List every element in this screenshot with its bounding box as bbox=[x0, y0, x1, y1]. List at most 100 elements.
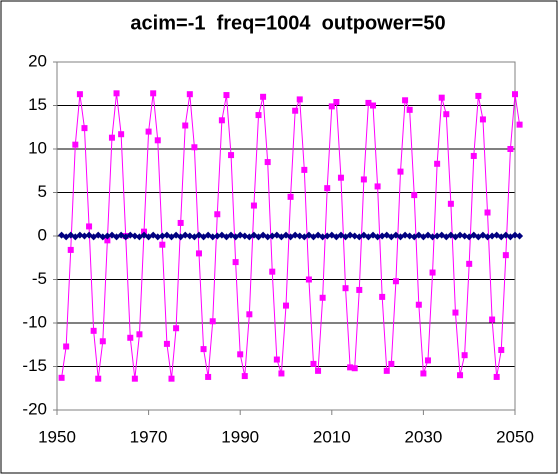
marker bbox=[493, 373, 500, 380]
marker bbox=[131, 232, 139, 240]
marker bbox=[291, 231, 299, 239]
y-tick-label: -10 bbox=[22, 312, 47, 331]
marker bbox=[260, 93, 267, 100]
marker bbox=[241, 232, 249, 240]
marker bbox=[191, 144, 198, 151]
marker bbox=[200, 346, 207, 353]
marker bbox=[447, 200, 454, 207]
marker bbox=[429, 269, 436, 276]
x-tick-label: 2010 bbox=[313, 427, 351, 446]
marker bbox=[342, 285, 349, 292]
marker bbox=[401, 231, 409, 239]
marker bbox=[67, 246, 74, 253]
marker bbox=[351, 365, 358, 372]
marker bbox=[278, 370, 285, 377]
x-tick-label: 2050 bbox=[496, 427, 534, 446]
marker bbox=[292, 107, 299, 114]
marker bbox=[475, 92, 482, 99]
marker bbox=[507, 146, 514, 152]
marker bbox=[186, 232, 194, 240]
marker bbox=[90, 327, 97, 334]
marker bbox=[328, 103, 335, 110]
marker bbox=[104, 237, 111, 244]
marker bbox=[488, 232, 496, 240]
marker bbox=[315, 367, 322, 374]
marker bbox=[301, 166, 308, 173]
marker bbox=[145, 128, 152, 135]
marker bbox=[296, 232, 304, 240]
marker bbox=[118, 131, 125, 138]
marker bbox=[456, 231, 464, 239]
marker bbox=[264, 159, 271, 166]
marker bbox=[360, 176, 367, 183]
marker bbox=[351, 232, 359, 240]
marker bbox=[392, 278, 399, 285]
marker bbox=[213, 232, 221, 240]
y-tick-label: 0 bbox=[38, 225, 47, 244]
marker bbox=[95, 375, 102, 382]
marker bbox=[283, 302, 289, 309]
marker bbox=[273, 356, 280, 363]
marker bbox=[406, 232, 414, 240]
marker bbox=[457, 372, 464, 379]
marker bbox=[232, 259, 239, 266]
marker bbox=[205, 373, 212, 380]
marker bbox=[443, 111, 450, 118]
marker bbox=[228, 152, 235, 159]
marker bbox=[452, 309, 459, 316]
y-tick-label: 15 bbox=[28, 95, 47, 114]
marker bbox=[72, 141, 79, 148]
marker bbox=[246, 311, 253, 318]
marker bbox=[511, 231, 519, 239]
marker bbox=[269, 268, 276, 275]
marker bbox=[479, 116, 486, 123]
marker bbox=[168, 375, 175, 382]
marker bbox=[333, 99, 340, 106]
marker bbox=[154, 137, 161, 144]
marker bbox=[154, 233, 162, 241]
marker bbox=[374, 183, 381, 190]
marker bbox=[81, 125, 88, 132]
marker bbox=[99, 233, 107, 241]
marker bbox=[484, 209, 491, 216]
marker bbox=[113, 90, 120, 97]
marker bbox=[429, 233, 437, 241]
marker bbox=[214, 211, 221, 218]
marker bbox=[173, 325, 180, 332]
y-tick-label: 20 bbox=[28, 51, 47, 70]
marker bbox=[411, 192, 418, 199]
marker bbox=[402, 97, 409, 104]
marker bbox=[356, 286, 363, 293]
marker bbox=[438, 94, 445, 101]
marker bbox=[379, 293, 386, 300]
marker bbox=[420, 370, 427, 377]
marker bbox=[218, 117, 225, 124]
marker bbox=[158, 232, 166, 240]
marker bbox=[237, 351, 244, 358]
x-tick-label: 1950 bbox=[38, 427, 76, 446]
marker bbox=[76, 231, 84, 239]
marker bbox=[127, 334, 134, 341]
marker bbox=[397, 168, 404, 175]
y-tick-label: 10 bbox=[28, 138, 47, 157]
marker bbox=[264, 233, 272, 241]
marker bbox=[99, 338, 106, 345]
chart-title: acim=-1 freq=1004 outpower=50 bbox=[130, 12, 445, 34]
marker bbox=[383, 367, 390, 374]
y-tick-label: -15 bbox=[22, 356, 47, 375]
marker bbox=[63, 343, 70, 350]
y-tick-label: 5 bbox=[38, 182, 47, 201]
marker bbox=[406, 106, 413, 113]
x-tick-label: 2030 bbox=[404, 427, 442, 446]
marker bbox=[365, 99, 372, 106]
marker bbox=[310, 360, 317, 367]
marker bbox=[131, 375, 138, 382]
marker bbox=[223, 92, 230, 99]
marker bbox=[103, 232, 111, 240]
marker bbox=[461, 232, 469, 240]
marker bbox=[126, 231, 134, 239]
marker bbox=[484, 233, 492, 241]
marker bbox=[136, 331, 143, 338]
marker bbox=[255, 112, 262, 119]
